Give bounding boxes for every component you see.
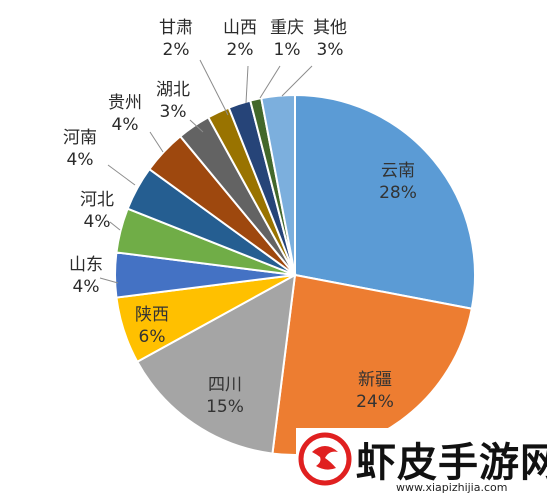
- leader-line: [109, 221, 121, 231]
- slice-label: 云南: [381, 161, 415, 181]
- slice-value-label: 4%: [73, 277, 100, 297]
- slice-label: 新疆: [358, 370, 392, 390]
- slice-labels: 云南28%新疆24%四川15%陕西6%山东4%河北4%河南4%贵州4%湖北3%甘…: [63, 18, 417, 417]
- leader-line: [99, 277, 119, 284]
- slice-label: 河南: [63, 128, 97, 148]
- slice-value-label: 3%: [160, 102, 187, 122]
- shrimp-logo-icon: [298, 432, 352, 486]
- slice-value-label: 2%: [227, 40, 254, 60]
- pie-slice: [135, 273, 297, 455]
- slice-label: 其他: [313, 18, 347, 38]
- leader-line: [107, 164, 136, 186]
- slice-value-label: 4%: [112, 115, 139, 135]
- slice-value-label: 3%: [317, 40, 344, 60]
- slice-label: 陕西: [135, 305, 169, 325]
- watermark-url: www.xiapizhijia.com: [396, 481, 508, 494]
- slice-value-label: 6%: [139, 327, 166, 347]
- slice-label: 河北: [80, 190, 114, 210]
- slice-label: 重庆: [270, 18, 304, 38]
- pie-slices: [114, 93, 476, 456]
- slice-value-label: 1%: [274, 40, 301, 60]
- watermark-title: 虾皮手游网: [356, 440, 547, 486]
- leader-line: [245, 65, 249, 104]
- slice-label: 山东: [69, 255, 103, 275]
- slice-value-label: 15%: [206, 397, 244, 417]
- slice-label: 甘肃: [159, 18, 193, 38]
- slice-value-label: 28%: [379, 183, 417, 203]
- slice-label: 湖北: [156, 80, 190, 100]
- slice-value-label: 24%: [356, 392, 394, 412]
- slice-label: 山西: [223, 18, 257, 38]
- slice-value-label: 2%: [163, 40, 190, 60]
- leader-line: [189, 119, 204, 133]
- pie-slice: [260, 93, 296, 276]
- leader-line: [199, 59, 229, 116]
- slice-value-label: 4%: [84, 212, 111, 232]
- pie-slice: [294, 93, 476, 310]
- leader-line: [281, 65, 313, 97]
- slice-value-label: 4%: [67, 150, 94, 170]
- slice-label: 贵州: [108, 93, 142, 113]
- leader-line: [149, 131, 164, 153]
- leader-line: [259, 65, 281, 99]
- slice-label: 四川: [208, 375, 242, 395]
- leader-lines: [99, 59, 313, 284]
